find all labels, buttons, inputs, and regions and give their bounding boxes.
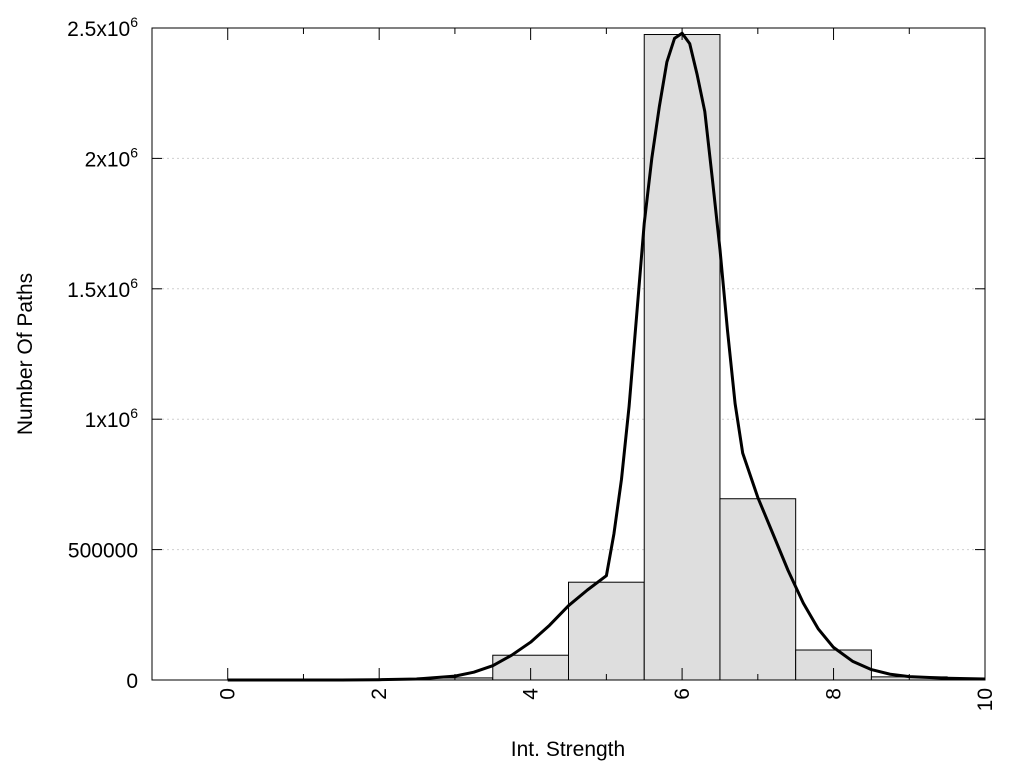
axis-ticks	[151, 27, 986, 681]
y-axis-title: Number Of Paths	[14, 273, 37, 435]
fitted-curve	[227, 31, 986, 682]
y-tick-labels: 0 500000 1x106 1.5x106 2x106 2.5x106	[67, 14, 138, 693]
x-tick-label-8: 8	[823, 688, 846, 700]
y-tick-label-5: 2.5x106	[67, 14, 138, 41]
y-tick-label-0: 0	[126, 670, 138, 693]
y-gridlines	[152, 157, 985, 551]
histogram-bar-7	[719, 498, 797, 681]
x-tick-label-6: 6	[671, 688, 694, 700]
x-tick-label-4: 4	[520, 688, 543, 700]
x-tick-label-0: 0	[217, 688, 240, 700]
x-tick-label-2: 2	[368, 688, 391, 700]
x-tick-label-10: 10	[974, 688, 997, 711]
histogram-bars	[340, 34, 986, 681]
plot-frame	[151, 27, 986, 681]
y-tick-label-2: 1x106	[85, 405, 139, 432]
x-axis-title: Int. Strength	[511, 738, 625, 761]
x-tick-labels: 0 2 4 6 8 10	[217, 688, 997, 712]
y-tick-label-1: 500000	[68, 540, 138, 563]
y-tick-label-3: 1.5x106	[67, 275, 138, 302]
y-tick-label-4: 2x106	[85, 144, 139, 171]
